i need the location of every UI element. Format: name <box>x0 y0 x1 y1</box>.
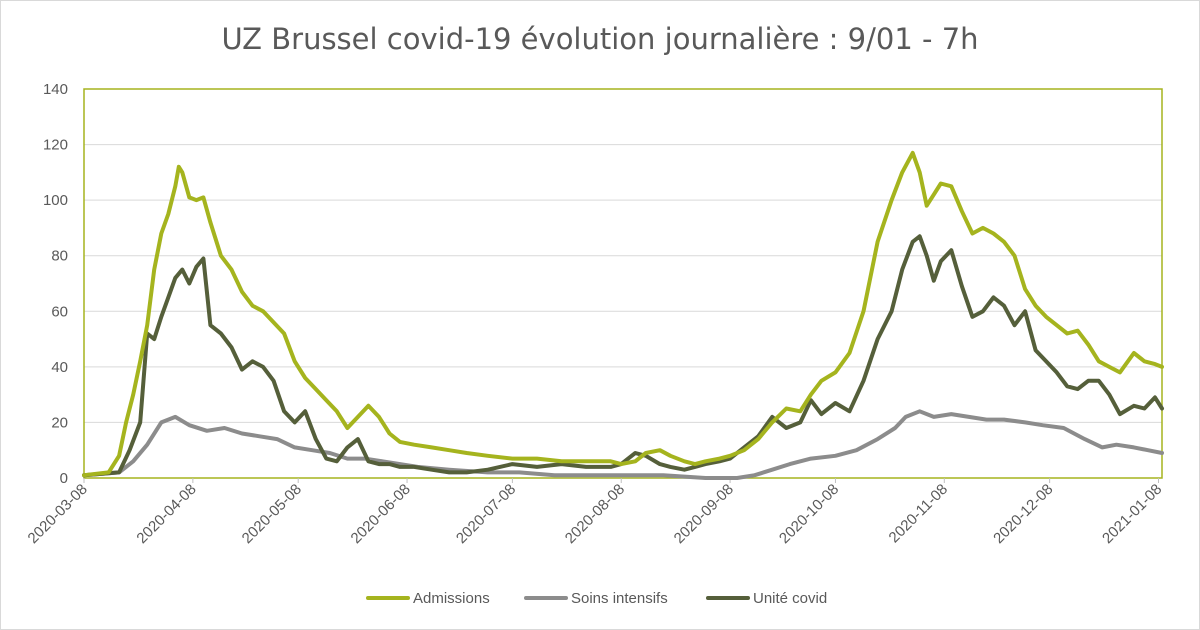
legend-label-unite-covid: Unité covid <box>753 590 827 607</box>
y-tick-label-20: 20 <box>51 414 68 431</box>
y-tick-label-120: 120 <box>43 137 68 154</box>
x-tick-label-2020-06-08: 2020-06-08 <box>348 481 414 547</box>
y-tick-label-40: 40 <box>51 359 68 376</box>
gridlines <box>84 144 1162 479</box>
x-tick-label-2020-12-08: 2020-12-08 <box>990 481 1056 547</box>
y-tick-label-0: 0 <box>60 470 68 487</box>
x-axis-tick-labels: 2020-03-08 2020-04-08 2020-05-08 2020-06-08… <box>25 478 1165 547</box>
y-axis-tick-labels: 0 20 40 60 80 100 120 140 <box>43 81 68 487</box>
x-tick-label-2020-05-08: 2020-05-08 <box>239 481 305 547</box>
x-tick-label-2020-07-08: 2020-07-08 <box>453 481 519 547</box>
legend-label-admissions: Admissions <box>413 590 490 607</box>
y-tick-label-100: 100 <box>43 192 68 209</box>
x-tick-label-2020-08-08: 2020-08-08 <box>562 481 628 547</box>
series-line-soins-intensifs <box>82 409 1164 480</box>
legend: Admissions Soins intensifs Unité covid <box>366 590 827 607</box>
y-tick-label-80: 80 <box>51 248 68 265</box>
y-tick-label-140: 140 <box>43 81 68 98</box>
x-tick-label-2020-11-08: 2020-11-08 <box>886 481 951 546</box>
chart-title: UZ Brussel covid-19 évolution journalièr… <box>221 22 979 56</box>
x-tick-label-2020-09-08: 2020-09-08 <box>671 481 737 547</box>
plot-area-border <box>83 88 1163 479</box>
x-tick-label-2020-10-08: 2020-10-08 <box>776 481 842 547</box>
series-lines <box>82 150 1164 480</box>
series-line-admissions <box>82 150 1164 478</box>
x-tick-label-2020-04-08: 2020-04-08 <box>133 481 199 547</box>
legend-label-soins-intensifs: Soins intensifs <box>571 590 668 607</box>
y-tick-label-60: 60 <box>51 303 68 320</box>
x-tick-label-2020-03-08: 2020-03-08 <box>25 481 91 547</box>
x-tick-label-2021-01-08: 2021-01-08 <box>1099 481 1165 547</box>
series-line-unite-covid <box>82 234 1164 478</box>
